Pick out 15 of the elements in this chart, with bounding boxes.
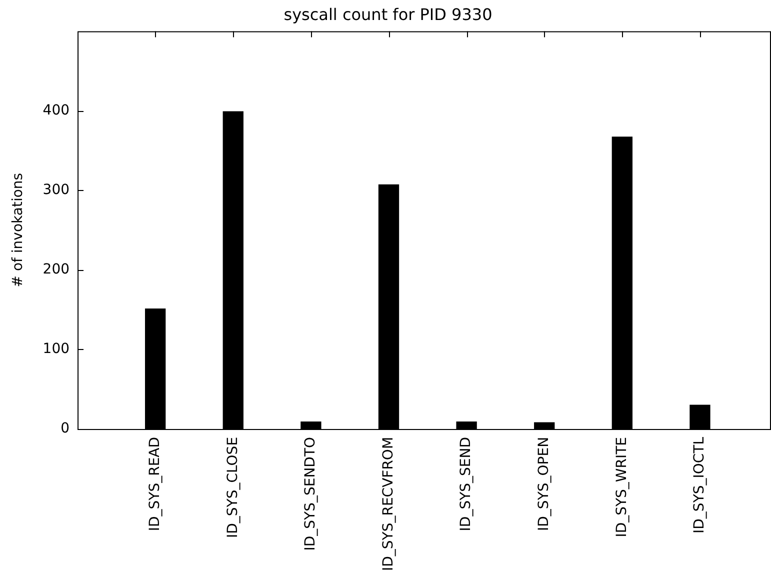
x-tick-label: ID_SYS_CLOSE (224, 436, 241, 538)
y-tick-label: 300 (42, 182, 70, 198)
x-tick-label: ID_SYS_SENDTO (302, 436, 319, 551)
y-tick-label: 0 (60, 420, 70, 437)
x-tick-label: ID_SYS_OPEN (536, 436, 552, 531)
x-tick-label: ID_SYS_IOCTL (692, 436, 708, 534)
x-tick-label: ID_SYS_RECVFROM (380, 436, 396, 572)
x-tick-label: ID_SYS_SEND (458, 436, 474, 532)
chart-title: syscall count for PID 9330 (284, 4, 492, 24)
y-tick-label: 100 (42, 341, 70, 358)
y-tick-label: 200 (42, 261, 70, 278)
x-tick-label: ID_SYS_READ (146, 436, 163, 532)
x-tick-label: ID_SYS_WRITE (614, 436, 630, 538)
y-axis-title: # of invokations (10, 172, 26, 288)
y-tick-label: 400 (42, 102, 70, 118)
